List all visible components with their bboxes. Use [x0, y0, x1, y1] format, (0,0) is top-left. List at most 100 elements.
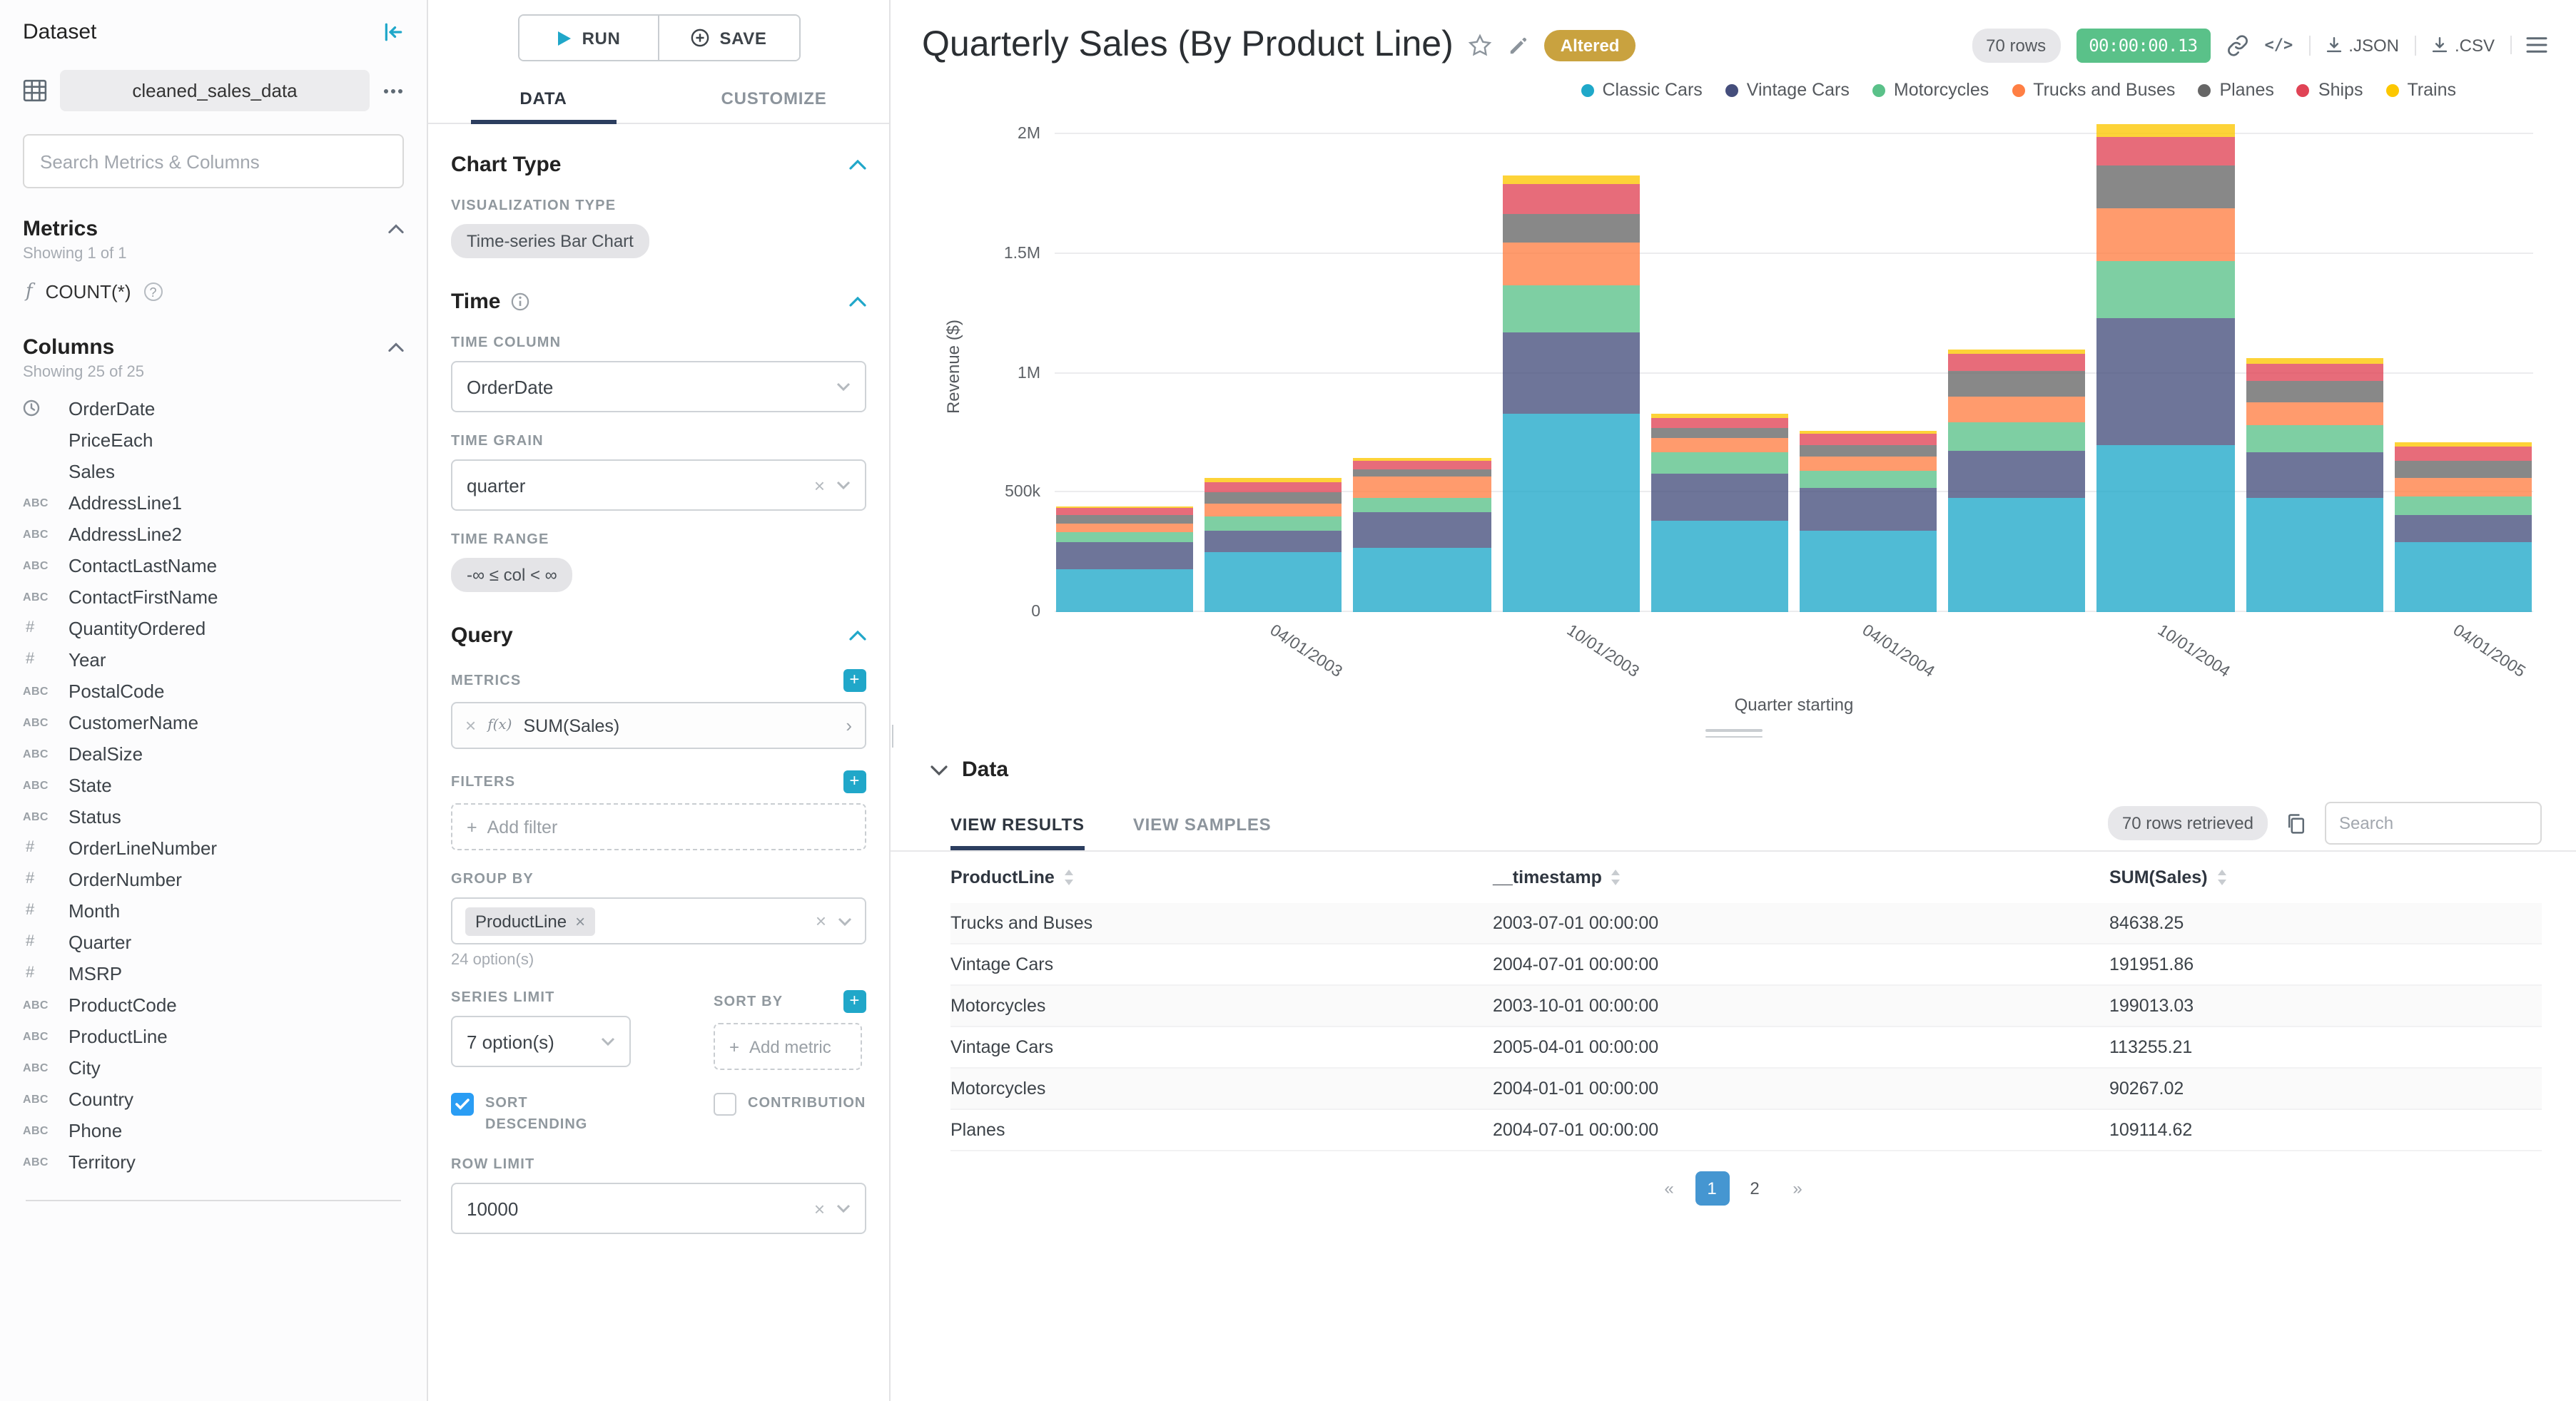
bar-07-01-2004[interactable] — [1948, 349, 2086, 612]
bar-04-01-2003[interactable] — [1205, 478, 1342, 612]
export-csv-button[interactable]: .CSV — [2414, 35, 2495, 55]
add-sort-metric-icon[interactable]: + — [843, 990, 866, 1013]
column-item-month[interactable]: # Month — [23, 895, 404, 926]
pagination-page-2[interactable]: 2 — [1750, 1178, 1760, 1198]
export-json-button[interactable]: .JSON — [2308, 35, 2399, 55]
column-item-orderlinenumber[interactable]: # OrderLineNumber — [23, 832, 404, 863]
column-item-phone[interactable]: ABC Phone — [23, 1114, 404, 1146]
legend-item-classic-cars[interactable]: Classic Cars — [1581, 80, 1703, 100]
clear-icon[interactable]: × — [813, 1198, 825, 1219]
column-item-productline[interactable]: ABC ProductLine — [23, 1020, 404, 1051]
column-item-addressline2[interactable]: ABC AddressLine2 — [23, 518, 404, 549]
bar-01-01-2003[interactable] — [1056, 506, 1194, 612]
favorite-star-icon[interactable] — [1468, 32, 1494, 58]
column-item-country[interactable]: ABC Country — [23, 1083, 404, 1114]
column-item-ordernumber[interactable]: # OrderNumber — [23, 863, 404, 895]
legend-item-planes[interactable]: Planes — [2198, 80, 2274, 100]
collapse-panel-icon[interactable] — [382, 21, 404, 43]
metrics-collapse-icon[interactable] — [388, 224, 404, 234]
bar-10-01-2003[interactable] — [1502, 175, 1640, 612]
column-item-productcode[interactable]: ABC ProductCode — [23, 989, 404, 1020]
embed-code-icon[interactable]: </> — [2264, 36, 2293, 54]
column-header--timestamp[interactable]: __timestamp — [1493, 867, 2109, 887]
menu-icon[interactable] — [2510, 36, 2547, 54]
pagination-next[interactable]: » — [1792, 1178, 1802, 1198]
add-filter-icon[interactable]: + — [843, 770, 866, 793]
run-button[interactable]: RUN — [519, 16, 659, 60]
pagination-page-1[interactable]: 1 — [1695, 1171, 1729, 1206]
metric-item[interactable]: f COUNT(*) ? — [23, 277, 404, 307]
dataset-name[interactable]: cleaned_sales_data — [60, 70, 370, 111]
add-sort-metric-dropzone[interactable]: + Add metric — [714, 1023, 862, 1070]
legend-item-trains[interactable]: Trains — [2385, 80, 2456, 100]
column-item-priceeach[interactable]: PriceEach — [23, 424, 404, 455]
contribution-checkbox[interactable]: CONTRIBUTION — [714, 1093, 866, 1136]
column-item-postalcode[interactable]: ABC PostalCode — [23, 675, 404, 706]
altered-badge[interactable]: Altered — [1544, 29, 1636, 61]
search-input[interactable] — [23, 134, 404, 188]
metric-option[interactable]: × f(x) SUM(Sales) › — [451, 702, 866, 749]
time-column-select[interactable]: OrderDate — [451, 361, 866, 412]
column-item-contactfirstname[interactable]: ABC ContactFirstName — [23, 581, 404, 612]
tab-view-samples[interactable]: VIEW SAMPLES — [1132, 814, 1272, 834]
clear-icon[interactable]: × — [813, 474, 825, 496]
column-item-orderdate[interactable]: OrderDate — [23, 392, 404, 424]
column-item-customername[interactable]: ABC CustomerName — [23, 706, 404, 738]
table-row[interactable]: Vintage Cars 2005-04-01 00:00:00 113255.21 — [950, 1027, 2542, 1069]
row-limit-select[interactable]: 10000 × — [451, 1183, 866, 1234]
save-button[interactable]: SAVE — [659, 16, 798, 60]
column-item-addressline1[interactable]: ABC AddressLine1 — [23, 486, 404, 518]
share-link-icon[interactable] — [2226, 34, 2249, 56]
tab-customize[interactable]: CUSTOMIZE — [721, 88, 827, 108]
clear-icon[interactable]: × — [815, 910, 826, 932]
group-by-tag[interactable]: ProductLine × — [465, 907, 596, 935]
column-item-quarter[interactable]: # Quarter — [23, 926, 404, 957]
column-item-quantityordered[interactable]: # QuantityOrdered — [23, 612, 404, 643]
legend-item-vintage-cars[interactable]: Vintage Cars — [1725, 80, 1850, 100]
results-search-input[interactable] — [2325, 802, 2542, 845]
column-item-city[interactable]: ABC City — [23, 1051, 404, 1083]
column-header-productline[interactable]: ProductLine — [950, 867, 1493, 887]
bar-01-01-2005[interactable] — [2246, 357, 2383, 612]
columns-collapse-icon[interactable] — [388, 342, 404, 352]
bar-01-01-2004[interactable] — [1650, 414, 1789, 612]
table-row[interactable]: Vintage Cars 2004-07-01 00:00:00 191951.86 — [950, 944, 2542, 986]
table-row[interactable]: Trucks and Buses 2003-07-01 00:00:00 84638… — [950, 903, 2542, 944]
table-row[interactable]: Planes 2004-07-01 00:00:00 109114.62 — [950, 1110, 2542, 1151]
table-row[interactable]: Motorcycles 2004-01-01 00:00:00 90267.02 — [950, 1069, 2542, 1110]
column-item-contactlastname[interactable]: ABC ContactLastName — [23, 549, 404, 581]
bar-07-01-2003[interactable] — [1353, 458, 1491, 612]
column-item-dealsize[interactable]: ABC DealSize — [23, 738, 404, 769]
bar-10-01-2004[interactable] — [2096, 124, 2235, 612]
remove-metric-icon[interactable]: × — [465, 715, 477, 736]
table-row[interactable]: Motorcycles 2003-10-01 00:00:00 199013.03 — [950, 986, 2542, 1027]
column-item-msrp[interactable]: # MSRP — [23, 957, 404, 989]
column-header-sum-sales-[interactable]: SUM(Sales) — [2109, 867, 2542, 887]
remove-tag-icon[interactable]: × — [575, 911, 586, 931]
bar-04-01-2005[interactable] — [2394, 442, 2532, 612]
column-item-territory[interactable]: ABC Territory — [23, 1146, 404, 1177]
time-collapse-icon[interactable] — [849, 297, 866, 307]
tab-view-results[interactable]: VIEW RESULTS — [950, 798, 1085, 850]
panel-resize-handle[interactable] — [891, 725, 893, 748]
time-grain-select[interactable]: quarter × — [451, 459, 866, 511]
column-item-year[interactable]: # Year — [23, 643, 404, 675]
column-item-state[interactable]: ABC State — [23, 769, 404, 800]
column-item-sales[interactable]: Sales — [23, 455, 404, 486]
chevron-right-icon[interactable]: › — [846, 715, 852, 736]
tab-data[interactable]: DATA — [428, 73, 659, 124]
group-by-select[interactable]: ProductLine × × — [451, 897, 866, 944]
copy-icon[interactable] — [2285, 812, 2308, 835]
legend-item-motorcycles[interactable]: Motorcycles — [1872, 80, 1989, 100]
time-range-value[interactable]: -∞ ≤ col < ∞ — [451, 558, 573, 592]
column-item-status[interactable]: ABC Status — [23, 800, 404, 832]
pagination-prev[interactable]: « — [1664, 1178, 1674, 1198]
query-collapse-icon[interactable] — [849, 631, 866, 641]
chart-type-collapse-icon[interactable] — [849, 160, 866, 170]
add-metric-icon[interactable]: + — [843, 669, 866, 692]
series-limit-select[interactable]: 7 option(s) — [451, 1016, 631, 1067]
data-collapse-header[interactable]: Data — [891, 738, 2576, 796]
chart-resize-handle[interactable] — [1705, 729, 1762, 738]
bar-04-01-2004[interactable] — [1800, 430, 1937, 612]
sort-descending-checkbox[interactable]: SORT DESCENDING — [451, 1093, 676, 1136]
